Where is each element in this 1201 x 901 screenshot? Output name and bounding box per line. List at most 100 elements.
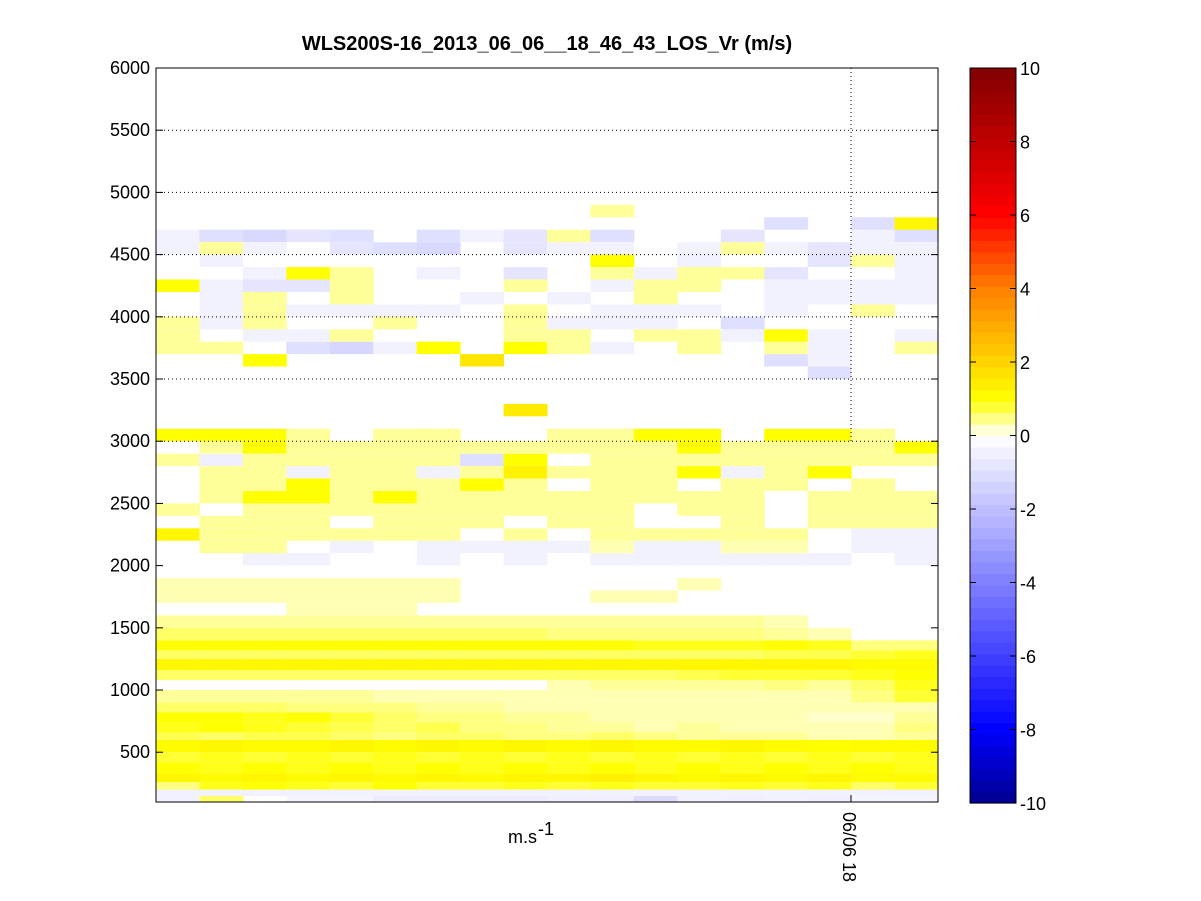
heatmap-cell [329, 503, 374, 516]
heatmap-cell [851, 762, 895, 774]
heatmap-cell [373, 503, 418, 516]
heatmap-cell [373, 782, 418, 790]
heatmap-cell [894, 267, 939, 280]
heatmap-cell [720, 732, 765, 740]
heatmap-cell [416, 732, 461, 740]
heatmap-cell [590, 782, 635, 790]
heatmap-cell [764, 739, 809, 753]
heatmap-cell [633, 680, 678, 691]
heatmap-cell [242, 690, 287, 703]
colorbar-tick-label: -2 [1020, 500, 1036, 520]
heatmap-cell [590, 722, 635, 733]
heatmap-cell [286, 722, 331, 733]
heatmap-cell [894, 453, 939, 467]
heatmap-cell [373, 466, 418, 479]
heatmap-cell [764, 304, 809, 317]
heatmap-cell [764, 341, 809, 355]
heatmap-cell [416, 712, 461, 723]
heatmap-cell [242, 354, 287, 367]
y-tick-label: 5500 [110, 120, 150, 140]
heatmap-cell [373, 478, 418, 491]
heatmap-cell [329, 291, 374, 305]
heatmap-cell [633, 453, 678, 467]
heatmap-cell [199, 316, 244, 330]
heatmap-cell [460, 291, 504, 305]
heatmap-cell [720, 739, 765, 753]
colorbar-segment [970, 401, 1016, 414]
heatmap-cell [851, 789, 895, 796]
heatmap-cell [851, 491, 895, 504]
heatmap-cell [199, 590, 244, 603]
heatmap-cell [156, 316, 200, 330]
heatmap-cell [156, 650, 200, 659]
heatmap-cell [286, 229, 331, 243]
heatmap-cell [851, 712, 895, 723]
colorbar-segment [970, 320, 1016, 333]
colorbar-segment [970, 768, 1016, 781]
heatmap-cell [677, 712, 722, 723]
heatmap-cell [242, 553, 287, 566]
heatmap-cell [460, 762, 504, 774]
heatmap-cell [416, 540, 461, 554]
heatmap-cell [460, 640, 504, 651]
heatmap-cell [677, 795, 722, 802]
y-tick-label: 1500 [110, 618, 150, 638]
heatmap-cell [286, 712, 331, 723]
heatmap-cell [590, 615, 635, 628]
heatmap-cell [720, 540, 765, 554]
heatmap-cell [329, 762, 374, 774]
heatmap-cell [503, 466, 548, 479]
heatmap-cell [503, 752, 548, 763]
heatmap-cell [373, 304, 418, 317]
heatmap-cell [851, 680, 895, 691]
heatmap-cell [677, 242, 722, 255]
colorbar-segment [970, 481, 1016, 494]
heatmap-cell [894, 712, 939, 723]
heatmap-cell [764, 795, 809, 802]
heatmap-cell [460, 690, 504, 703]
heatmap-cell [242, 515, 287, 529]
colorbar-segment [970, 538, 1016, 551]
heatmap-cell [416, 782, 461, 790]
heatmap-cell [851, 515, 895, 529]
heatmap-cell [242, 329, 287, 342]
heatmap-cell [329, 242, 374, 255]
heatmap-cell [286, 702, 331, 713]
heatmap-cell [199, 341, 244, 355]
heatmap-cell [242, 590, 287, 603]
heatmap-cell [590, 732, 635, 740]
heatmap-cell [677, 680, 722, 691]
heatmap-cell [894, 722, 939, 733]
heatmap-cell [199, 658, 244, 671]
heatmap-cell [590, 453, 635, 467]
heatmap-cell [156, 795, 200, 802]
heatmap-cell [373, 732, 418, 740]
heatmap-cell [807, 491, 852, 504]
heatmap-cell [329, 795, 374, 802]
colorbar-tick-label: -8 [1020, 721, 1036, 741]
heatmap-cell [242, 466, 287, 479]
heatmap-cell [329, 732, 374, 740]
heatmap-cell [764, 528, 809, 541]
heatmap-cell [677, 722, 722, 733]
y-tick-label: 500 [120, 742, 150, 762]
heatmap-cell [807, 732, 852, 740]
heatmap-cell [156, 528, 200, 541]
heatmap-cell [720, 712, 765, 723]
heatmap-cell [242, 229, 287, 243]
heatmap-cell [503, 304, 548, 317]
colorbar-segment [970, 343, 1016, 356]
heatmap-cell [156, 658, 200, 671]
heatmap-cell [156, 341, 200, 355]
heatmap-cell [851, 752, 895, 763]
heatmap-cell [807, 341, 852, 355]
heatmap-cell [199, 540, 244, 554]
colorbar-tick-label: -6 [1020, 647, 1036, 667]
heatmap-cell [242, 702, 287, 713]
heatmap-cell [242, 650, 287, 659]
heatmap-cell [199, 712, 244, 723]
heatmap-cell [460, 650, 504, 659]
heatmap-cell [807, 279, 852, 292]
heatmap-cell [199, 702, 244, 713]
heatmap-cell [373, 242, 418, 255]
